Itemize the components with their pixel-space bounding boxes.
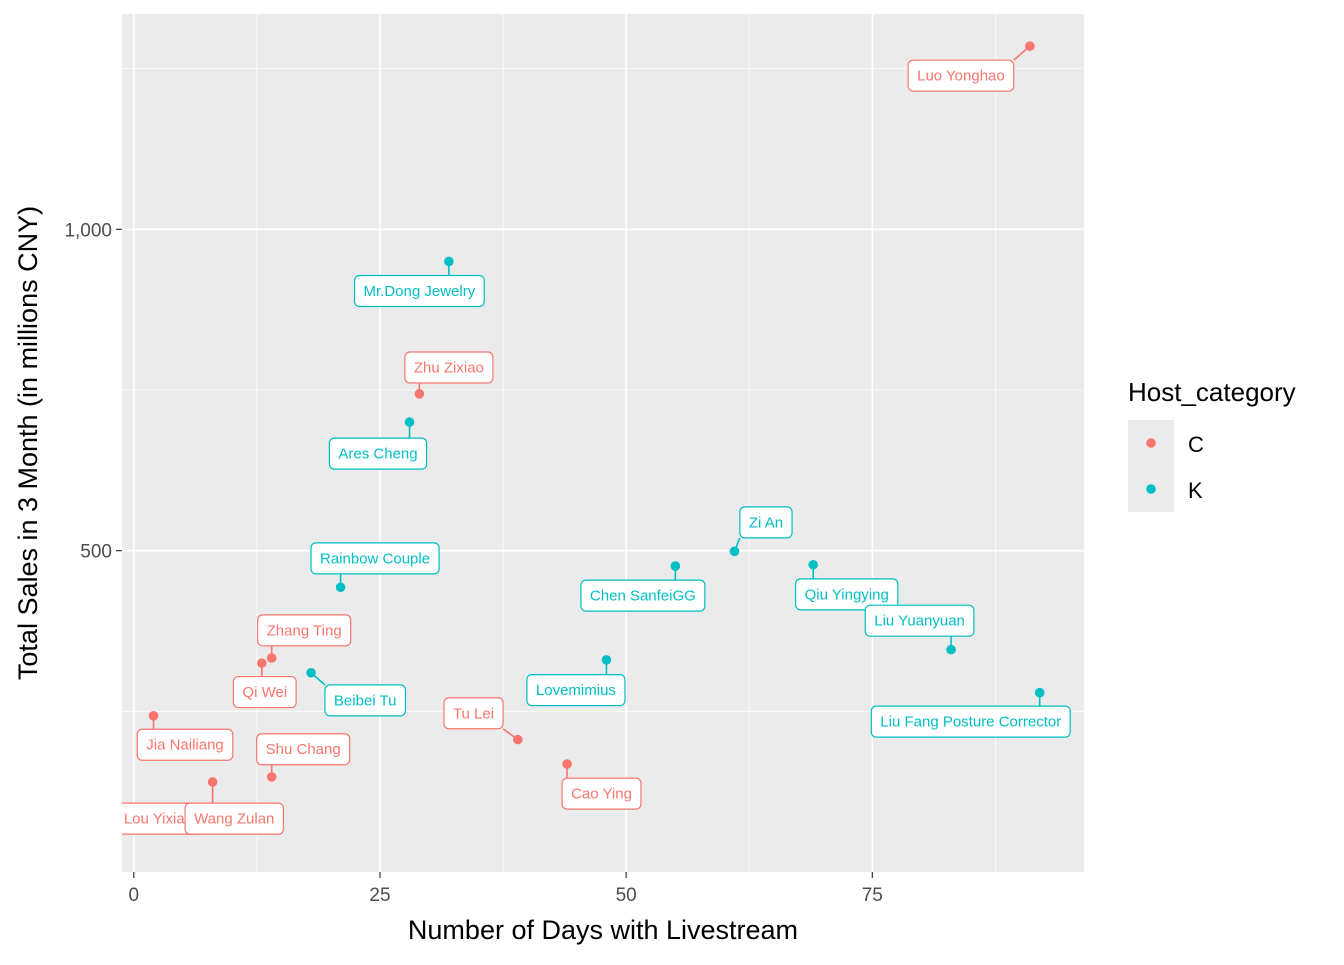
x-tick-label: 0 <box>129 885 140 906</box>
point-label: Lou Yixiao <box>124 811 193 828</box>
point-group: Rainbow Couple <box>310 542 440 593</box>
data-point <box>414 389 425 399</box>
point-group: Wang Zulan <box>184 777 285 835</box>
label-box <box>324 684 407 717</box>
point-label: Wang Zulan <box>194 811 274 828</box>
point-label: Luo Yonghao <box>917 68 1005 85</box>
data-point <box>513 734 523 745</box>
label-box <box>794 578 899 611</box>
data-point <box>404 417 415 427</box>
point-label: Lovemimius <box>536 682 616 699</box>
point-label: Shu Chang <box>266 741 341 758</box>
label-box <box>328 437 428 470</box>
label-box <box>184 802 285 835</box>
label-box <box>907 59 1015 92</box>
point-label: Chen SanfeiGG <box>590 588 696 605</box>
legend-title: Host_category <box>1128 377 1296 407</box>
point-group: Jia Nailiang <box>136 711 234 761</box>
x-tick-label: 75 <box>862 885 883 906</box>
label-box <box>136 728 234 761</box>
label-box <box>232 675 297 709</box>
data-point <box>148 711 159 721</box>
legend-label-k: K <box>1188 478 1203 503</box>
data-point <box>1025 41 1035 51</box>
label-box <box>257 614 352 647</box>
point-group: Lou Yixiao <box>122 802 257 835</box>
point-label: Rainbow Couple <box>320 550 430 567</box>
data-point <box>335 582 346 593</box>
legend-key-c-point <box>1146 438 1156 448</box>
point-group: Shu Chang <box>256 733 351 782</box>
data-point <box>808 559 819 570</box>
point-group: Chen SanfeiGG <box>580 561 706 612</box>
label-box <box>739 506 793 539</box>
label-box <box>353 274 485 308</box>
point-label: Ares Cheng <box>338 446 417 463</box>
y-axis-title: Total Sales in 3 Month (in millions CNY) <box>13 206 43 680</box>
point-label: Cao Ying <box>571 786 632 803</box>
point-label: Qiu Yingying <box>805 586 889 603</box>
point-label: Zhang Ting <box>267 622 342 639</box>
point-group: Qi Wei <box>232 658 297 709</box>
point-label: Zi An <box>749 514 783 531</box>
legend-label-c: C <box>1188 432 1204 457</box>
marks: Luo Yonghao Mr.Dong Jewelry Zhu Zixiao Ares… <box>122 41 1071 835</box>
point-label: Mr.Dong Jewelry <box>364 283 476 300</box>
data-point <box>601 655 612 665</box>
data-point <box>946 644 956 655</box>
label-box <box>580 579 706 612</box>
point-group: Zhu Zixiao <box>404 351 494 399</box>
point-group: Beibei Tu <box>306 667 407 717</box>
y-tick-label: 500 <box>80 542 112 563</box>
point-group: Ares Cheng <box>328 417 428 470</box>
point-group: Zi An <box>729 506 793 557</box>
point-group: Lovemimius <box>526 655 626 707</box>
point-label: Qi Wei <box>242 684 287 701</box>
x-axis: 0 25 50 75 <box>129 872 883 906</box>
y-axis: 500 1,000 <box>64 220 122 563</box>
legend: Host_category C K <box>1128 377 1296 512</box>
point-group: Qiu Yingying <box>794 559 899 611</box>
legend-key-k-point <box>1146 484 1156 494</box>
point-label: Liu Yuanyuan <box>874 613 965 630</box>
y-tick-label: 1,000 <box>64 220 112 241</box>
point-label: Beibei Tu <box>334 692 397 709</box>
data-point <box>1034 687 1045 698</box>
point-label: Zhu Zixiao <box>414 359 484 376</box>
label-box <box>561 777 642 810</box>
point-group: Liu Yuanyuan <box>864 604 975 655</box>
point-group: Luo Yonghao <box>907 41 1035 92</box>
point-group: Zhang Ting <box>257 614 352 663</box>
data-point <box>729 546 740 557</box>
data-point <box>266 653 277 663</box>
data-point <box>444 256 454 267</box>
label-box <box>256 733 351 766</box>
point-group: Liu Fang Posture Corrector <box>870 687 1071 738</box>
point-group: Tu Lei <box>443 697 523 745</box>
data-point <box>257 658 267 668</box>
point-label: Tu Lei <box>453 705 494 722</box>
point-label: Jia Nailiang <box>146 737 224 754</box>
data-point <box>306 667 316 678</box>
data-point <box>670 561 681 571</box>
label-box <box>526 674 626 707</box>
label-box <box>310 542 440 575</box>
label-box <box>443 697 504 730</box>
label-box <box>864 604 975 637</box>
data-point <box>562 759 572 769</box>
point-group: Cao Ying <box>561 759 642 810</box>
label-box <box>870 705 1071 738</box>
x-axis-title: Number of Days with Livestream <box>408 915 798 945</box>
point-group: Mr.Dong Jewelry <box>353 256 485 308</box>
x-tick-label: 50 <box>616 885 637 906</box>
data-point <box>207 777 218 787</box>
data-point <box>266 772 277 782</box>
label-box <box>404 351 494 384</box>
point-label: Liu Fang Posture Corrector <box>880 714 1061 731</box>
x-tick-label: 25 <box>369 885 390 906</box>
